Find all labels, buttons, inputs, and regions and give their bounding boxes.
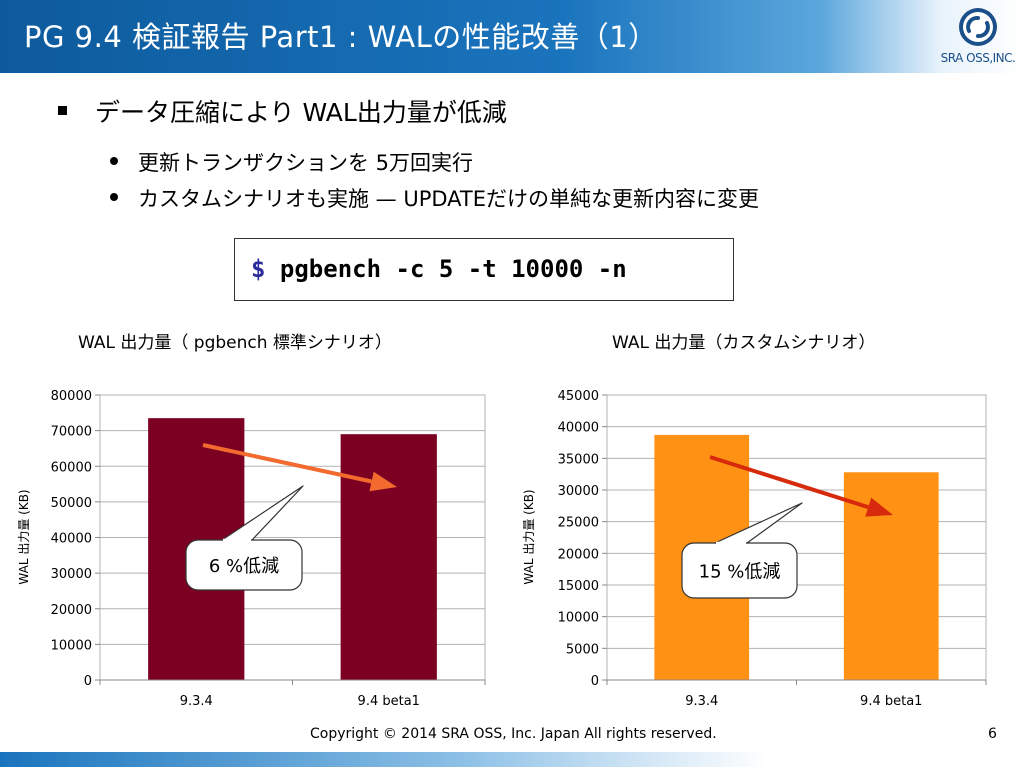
y-tick-label: 15000 [558,579,599,594]
command-line: $ pgbench -c 5 -t 10000 -n [251,255,627,283]
y-tick-label: 80000 [51,389,92,404]
y-tick-label: 25000 [558,516,599,531]
sub-bullet-text: カスタムシナリオも実施 — UPDATEだけの単純な更新内容に変更 [138,187,760,211]
y-tick-label: 20000 [558,547,599,562]
copyright: Copyright © 2014 SRA OSS, Inc. Japan All… [310,726,717,742]
arrow-head-icon [369,471,397,492]
command-prompt: $ [251,255,266,283]
x-tick-label: 9.3.4 [180,694,213,709]
title-bar: PG 9.4 検証報告 Part1 : WALの性能改善（1） SRA OSS,… [0,0,1024,73]
logo-text: SRA OSS,INC. [940,51,1016,65]
y-tick-label: 0 [591,674,599,689]
y-tick-label: 30000 [51,567,92,582]
slide-title: PG 9.4 検証報告 Part1 : WALの性能改善（1） [24,20,658,54]
chart-title-standard: WAL 出力量（ pgbench 標準シナリオ） [78,333,392,353]
y-axis-label: WAL 出力量 (KB) [522,489,536,584]
page-number: 6 [988,726,997,742]
bar [843,472,939,680]
callout-text: 15 %低減 [699,562,781,583]
y-tick-label: 50000 [51,496,92,511]
chart-standard: 0 10000 20000 30000 40000 50000 60000 70000 8000… [17,389,486,709]
x-tick-label: 9.3.4 [685,694,718,709]
y-tick-label: 45000 [558,389,599,404]
y-tick-label: 70000 [51,425,92,440]
y-tick-label: 40000 [51,532,92,547]
callout-text: 6 %低減 [209,556,279,577]
bottom-bar [0,752,1024,767]
y-tick-label: 30000 [558,484,599,499]
main-bullet-text: データ圧縮により WAL出力量が低減 [95,98,507,127]
y-tick-label: 0 [84,674,92,689]
sub-bullet: カスタムシナリオも実施 — UPDATEだけの単純な更新内容に変更 [110,183,759,213]
y-tick-label: 10000 [558,611,599,626]
y-tick-label: 20000 [51,603,92,618]
sra-oss-logo: SRA OSS,INC. [938,5,1018,71]
dot-bullet-icon [110,157,118,165]
trend-arrow [202,443,373,484]
x-tick-label: 9.4 beta1 [860,694,922,709]
square-bullet-icon [58,105,67,115]
dot-bullet-icon [110,193,118,201]
sub-bullet-text: 更新トランザクションを 5万回実行 [138,151,474,175]
main-bullet: データ圧縮により WAL出力量が低減 [58,93,507,129]
y-tick-label: 60000 [51,460,92,475]
y-axis-label: WAL 出力量 (KB) [17,489,31,584]
sub-bullet: 更新トランザクションを 5万回実行 [110,147,473,177]
y-tick-label: 40000 [558,421,599,436]
chart-custom: 0 5000 10000 15000 20000 25000 30000 35000 40000… [522,389,987,709]
arrow-head-icon [865,497,893,517]
y-tick-label: 10000 [51,638,92,653]
trend-arrow [709,455,869,510]
y-tick-label: 5000 [566,642,599,657]
chart-title-custom: WAL 出力量（カスタムシナリオ） [612,333,876,353]
x-tick-label: 9.4 beta1 [358,694,420,709]
y-tick-label: 35000 [558,452,599,467]
command-text: pgbench -c 5 -t 10000 -n [279,255,627,283]
command-box: $ pgbench -c 5 -t 10000 -n [234,238,734,301]
bar [340,434,437,680]
